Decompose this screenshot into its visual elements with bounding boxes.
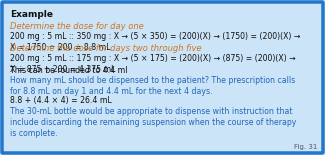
Text: Determine the dose for days two through five: Determine the dose for days two through … xyxy=(10,44,201,53)
Text: 200 mg : 5 mL :: 175 mg : X → (5 × 175) = (200)(X) → (875) = (200)(X) →
X = 875 : 200 mg : 5 mL :: 175 mg : X → (5 × 175) … xyxy=(10,54,296,74)
FancyBboxPatch shape xyxy=(2,2,323,153)
Text: Determine the dose for day one: Determine the dose for day one xyxy=(10,22,144,31)
Text: 200 mg : 5 mL :: 350 mg : X → (5 × 350) = (200)(X) → (1750) = (200)(X) →
X = 175: 200 mg : 5 mL :: 350 mg : X → (5 × 350) … xyxy=(10,32,300,52)
Text: This can be rounded to 4.4 ml: This can be rounded to 4.4 ml xyxy=(10,66,127,75)
Text: How many mL should be dispensed to the patient? The prescription calls
for 8.8 m: How many mL should be dispensed to the p… xyxy=(10,76,295,96)
Text: Example: Example xyxy=(10,10,53,19)
Text: Fig. 31: Fig. 31 xyxy=(293,144,317,150)
Text: The 30-mL bottle would be appropriate to dispense with instruction that
include : The 30-mL bottle would be appropriate to… xyxy=(10,107,296,138)
Text: 8.8 + (4.4 × 4) = 26.4 mL: 8.8 + (4.4 × 4) = 26.4 mL xyxy=(10,96,112,105)
